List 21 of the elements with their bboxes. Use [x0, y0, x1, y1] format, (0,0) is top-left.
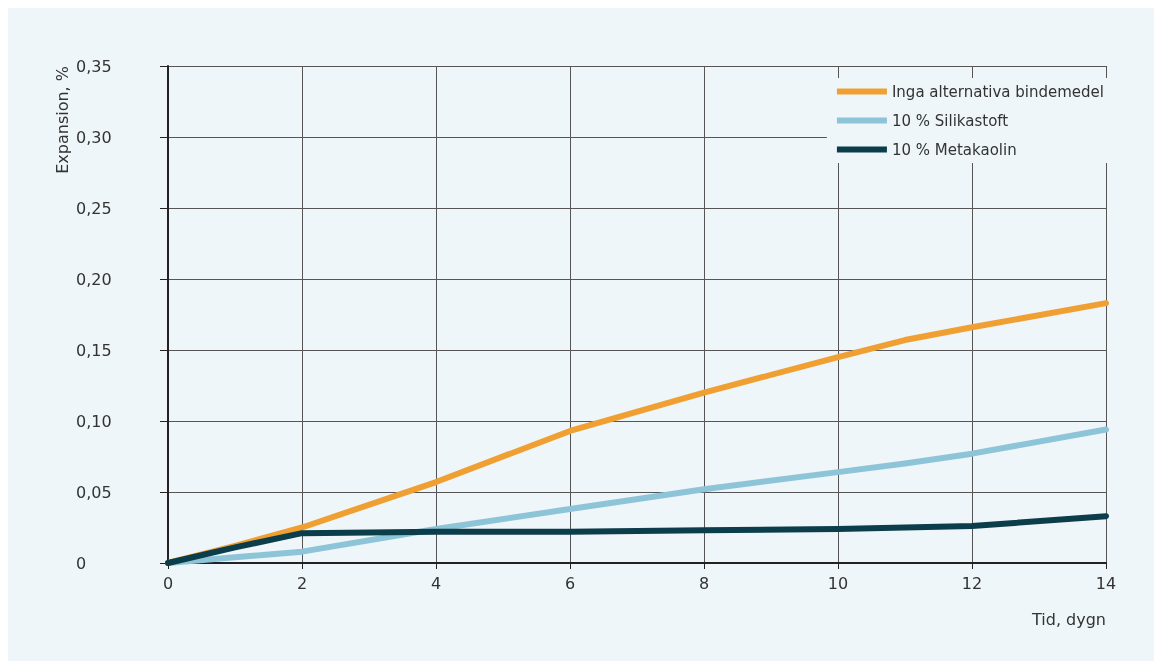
- y-tick-label: 0,10: [76, 411, 112, 431]
- x-tick-label: 2: [296, 573, 308, 593]
- x-axis-title: Tid, dygn: [1031, 609, 1106, 629]
- y-tick-label: 0,05: [76, 482, 112, 502]
- y-tick-label: 0,30: [76, 127, 112, 147]
- legend-label: 10 % Silikastoft: [891, 111, 1009, 130]
- y-tick-label: 0,20: [76, 269, 112, 289]
- x-tick-label: 6: [564, 573, 576, 593]
- legend-label: 10 % Metakaolin: [891, 140, 1017, 159]
- y-tick-label: 0,35: [76, 56, 112, 76]
- x-tick-label: 10: [827, 573, 849, 593]
- x-tick-label: 0: [162, 573, 174, 593]
- legend-label: Inga alternativa bindemedel: [891, 82, 1105, 101]
- x-tick-label: 4: [430, 573, 442, 593]
- y-axis-title: Expansion, %: [52, 66, 72, 174]
- y-tick-label: 0,15: [76, 340, 112, 360]
- x-tick-label: 8: [698, 573, 710, 593]
- x-tick-label: 14: [1095, 573, 1117, 593]
- x-tick-label: 12: [961, 573, 983, 593]
- y-tick-label: 0: [76, 553, 87, 573]
- y-tick-label: 0,25: [76, 198, 112, 218]
